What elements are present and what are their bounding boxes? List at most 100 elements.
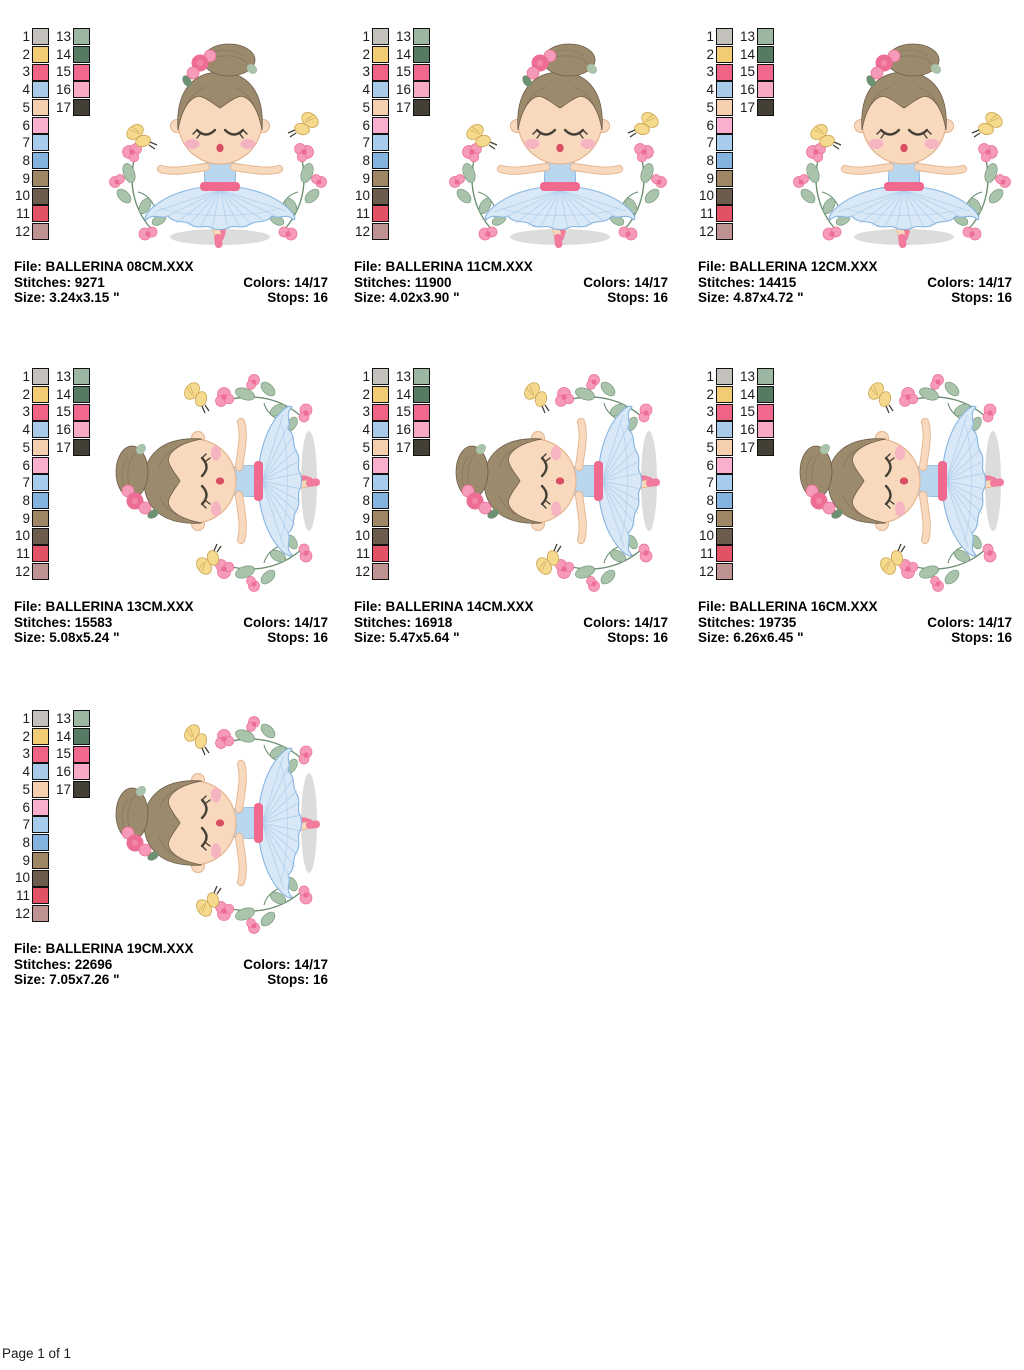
thread-number: 1 [706, 29, 714, 45]
thread-palette-row: 4 [692, 421, 733, 439]
closed-eye-left [195, 128, 217, 136]
flower-sprig-left-icon [109, 143, 167, 241]
design-info: File: BALLERINA 08CM.XXX Stitches: 9271 C… [14, 259, 328, 306]
thread-color-swatch [413, 368, 430, 386]
ballerina-figure [828, 43, 980, 248]
thread-palette-row: 9 [692, 169, 733, 188]
thread-number: 6 [22, 117, 30, 133]
flower-icon [246, 918, 260, 934]
stops-count: Stops: 16 [607, 630, 668, 646]
thread-color-swatch [413, 439, 430, 457]
thread-color-swatch [32, 710, 49, 728]
thread-number: 3 [706, 404, 714, 420]
ballerina-head [799, 431, 921, 531]
thread-color-swatch [372, 222, 389, 240]
thread-number: 4 [362, 422, 370, 438]
thread-number: 13 [55, 29, 71, 45]
flower-sprig-left-icon [215, 876, 313, 934]
stops-count: Stops: 16 [267, 972, 328, 988]
closed-eye-right [563, 128, 585, 136]
thread-number: 2 [362, 46, 370, 62]
thread-number: 14 [739, 46, 755, 62]
thread-color-swatch [32, 492, 49, 510]
design-card-ballerina-13cm: 1 2 3 4 5 6 7 8 9 10 11 12 13 14 15 16 17 [0, 368, 340, 702]
thread-number: 5 [362, 99, 370, 115]
flower-icon [298, 885, 313, 905]
thread-palette-row: 13 [49, 28, 90, 46]
thread-color-swatch [73, 781, 90, 799]
thread-number: 10 [14, 870, 30, 886]
thread-color-swatch [413, 421, 430, 439]
thread-palette-row: 6 [692, 456, 733, 474]
tutu-skirt [257, 405, 303, 557]
closed-eye-right [200, 456, 208, 478]
thread-number: 11 [699, 545, 714, 561]
blush-left [184, 139, 200, 149]
thread-palette-row: 14 [49, 46, 90, 64]
thread-number: 3 [22, 404, 30, 420]
thread-number: 13 [739, 369, 755, 385]
thread-palette-row: 6 [348, 456, 389, 474]
design-preview-image [452, 368, 664, 600]
thread-color-swatch [716, 403, 733, 421]
thread-palette-row: 8 [8, 152, 49, 170]
flower-sprig-right-icon [269, 143, 327, 241]
thread-color-swatch [32, 222, 49, 240]
butterfly-left-icon [810, 124, 842, 150]
blush-left [524, 139, 540, 149]
thread-palette-row: 8 [8, 492, 49, 510]
thread-palette-row: 7 [692, 134, 733, 152]
thread-color-swatch [32, 869, 49, 887]
thread-color-swatch [32, 745, 49, 763]
thread-palette-row: 4 [348, 81, 389, 99]
butterfly-right-icon [524, 382, 550, 414]
thread-palette-row: 13 [49, 710, 90, 728]
thread-color-swatch [32, 403, 49, 421]
thread-color-swatch [73, 46, 90, 64]
thread-palette-row: 10 [692, 527, 733, 545]
thread-palette-row: 15 [733, 63, 774, 81]
thread-color-swatch [372, 169, 389, 187]
thread-palette-row: 2 [8, 728, 49, 746]
thread-color-swatch [32, 527, 49, 545]
thread-number: 8 [22, 492, 30, 508]
mouth [555, 477, 565, 485]
bun-scrunchie [586, 64, 598, 74]
thread-number: 2 [362, 386, 370, 402]
thread-color-swatch [73, 728, 90, 746]
thread-number: 4 [22, 422, 30, 438]
stops-count: Stops: 16 [267, 290, 328, 306]
thread-color-swatch [716, 545, 733, 563]
hair-flower-icon [121, 826, 159, 861]
pointe-shoe-front [305, 820, 320, 829]
flower-icon [449, 174, 465, 188]
mouth [899, 477, 909, 485]
thread-number: 10 [698, 188, 714, 204]
thread-number: 6 [362, 117, 370, 133]
butterfly-left-icon [880, 543, 906, 575]
thread-palette-row: 8 [692, 152, 733, 170]
thread-palette-row: 7 [8, 134, 49, 152]
thread-palette-row: 9 [348, 169, 389, 188]
flower-icon [215, 559, 235, 579]
thread-number: 13 [55, 711, 71, 727]
thread-palette-row: 8 [348, 492, 389, 510]
design-preview-image [112, 368, 324, 600]
thread-palette-row: 3 [8, 63, 49, 81]
butterfly-right-icon [184, 724, 210, 756]
closed-eye-left [200, 826, 208, 848]
thread-palette-row: 15 [733, 403, 774, 421]
ballerina-embroidery-preview [115, 374, 320, 592]
flower-icon [930, 576, 944, 592]
blush-left [211, 843, 221, 859]
file-name: File: BALLERINA 19CM.XXX [14, 941, 194, 956]
thread-palette-row: 16 [389, 421, 430, 439]
thread-color-swatch [372, 527, 389, 545]
thread-number: 4 [706, 82, 714, 98]
closed-eye-right [540, 456, 548, 478]
thread-color-swatch [757, 403, 774, 421]
thread-number: 15 [55, 746, 71, 762]
thread-palette-row: 1 [692, 368, 733, 386]
design-size: Size: 5.08x5.24 " [14, 630, 120, 646]
flower-icon [822, 226, 842, 241]
